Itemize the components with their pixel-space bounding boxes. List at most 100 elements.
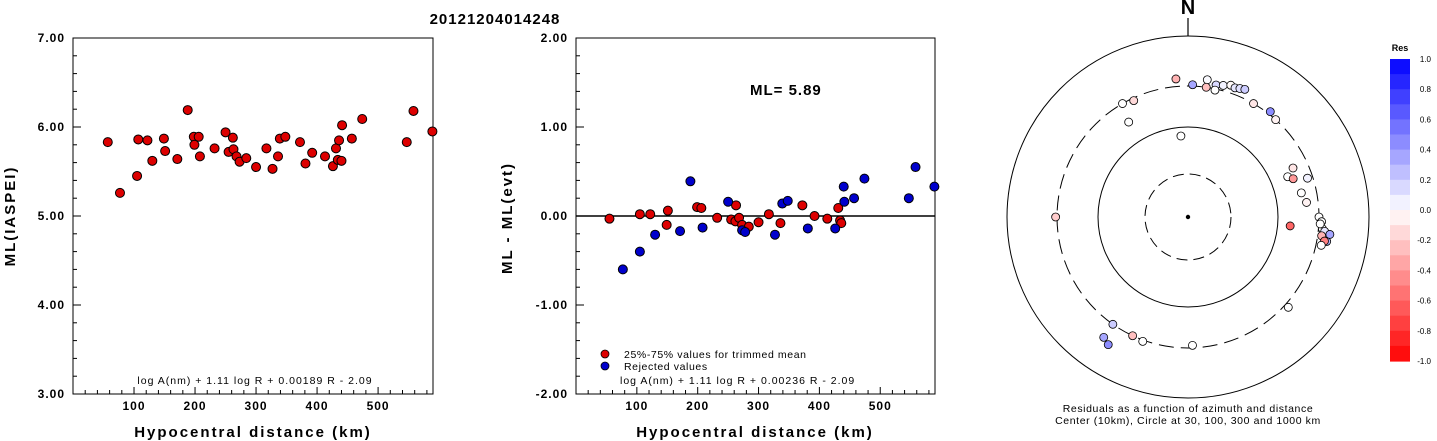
- caption-line-1: Residuals as a function of azimuth and d…: [1063, 403, 1314, 415]
- data-point: [782, 195, 793, 206]
- data-point: [769, 229, 780, 240]
- x-tick-label: 500: [367, 399, 390, 413]
- x-axis-label: Hypocentral distance (km): [134, 424, 372, 441]
- colorbar-swatch: [1390, 89, 1410, 105]
- data-point: [132, 170, 143, 181]
- data-point: [147, 155, 158, 166]
- tick-marks: [576, 37, 930, 395]
- data-point: [182, 105, 193, 116]
- colorbar-swatch: [1390, 330, 1410, 347]
- data-point: [859, 173, 870, 184]
- data-point: [645, 209, 656, 220]
- colorbar-tick-label: 0.6: [1420, 115, 1432, 124]
- colorbar-tick-labels: 1.0 0.8 0.6 0.4 0.2 0.0 -0.2 -0.4 -0.6 -0.8 -1.0: [1417, 55, 1431, 366]
- data-point: [797, 200, 808, 211]
- legend: 25%-75% values for trimmed mean Rejected…: [600, 349, 806, 373]
- colorbar-swatch: [1390, 285, 1410, 302]
- data-point: [267, 163, 278, 174]
- data-points: [604, 162, 940, 275]
- data-point: [320, 151, 330, 162]
- station-marker: [1325, 230, 1335, 239]
- data-point: [160, 146, 171, 157]
- data-point: [723, 196, 734, 207]
- x-tick-label: 100: [123, 399, 146, 413]
- ring-30km: [1144, 173, 1232, 261]
- station-markers: [1051, 74, 1335, 350]
- data-point: [227, 132, 238, 143]
- data-point: [336, 155, 347, 166]
- station-marker: [1128, 331, 1138, 341]
- data-points: [102, 105, 438, 198]
- data-point: [273, 151, 284, 162]
- data-point: [401, 137, 412, 148]
- data-point: [251, 162, 262, 173]
- colorbar-swatch: [1390, 149, 1410, 166]
- data-point: [617, 264, 628, 275]
- data-point: [142, 135, 153, 146]
- station-marker: [1099, 332, 1109, 342]
- station-marker: [1210, 85, 1220, 95]
- ring-100km: [1097, 126, 1279, 308]
- data-point: [697, 222, 708, 233]
- station-marker: [1265, 107, 1275, 117]
- data-point: [802, 223, 813, 234]
- data-point: [849, 193, 860, 204]
- data-point: [209, 143, 220, 154]
- y-axis-label: ML - ML(evt): [499, 162, 516, 274]
- y-axis-label: ML(IASPEI): [2, 166, 19, 267]
- colorbar-tick-label: 0.2: [1420, 176, 1432, 185]
- colorbar-swatch: [1390, 240, 1410, 256]
- station-marker: [1303, 173, 1312, 183]
- azimuth-residual-panel: N Residuals as a function of azimuth and…: [1006, 0, 1370, 427]
- legend-label-rejected: Rejected values: [624, 361, 708, 373]
- station-marker: [1103, 340, 1113, 350]
- data-point: [822, 213, 833, 224]
- y-tick-labels: 3.00 4.00 5.00 6.00 7.00: [38, 31, 65, 401]
- colorbar-tick-label: -0.2: [1417, 236, 1431, 245]
- y-tick-label: 2.00: [541, 31, 568, 45]
- north-label: N: [1181, 0, 1195, 19]
- colorbar-swatch: [1390, 255, 1410, 271]
- colorbar-swatch: [1390, 300, 1410, 317]
- colorbar-tick-label: 1.0: [1420, 55, 1432, 64]
- data-point: [650, 229, 661, 240]
- x-tick-label: 200: [184, 399, 207, 413]
- station-marker: [1201, 82, 1211, 92]
- data-point: [337, 120, 348, 131]
- colorbar-swatch: [1390, 210, 1410, 226]
- data-point: [189, 139, 200, 150]
- colorbar-tick-label: -0.8: [1417, 327, 1431, 336]
- y-tick-label: 6.00: [38, 120, 65, 134]
- figure-title: 20121204014248: [430, 11, 561, 28]
- data-point: [194, 151, 205, 162]
- data-point: [408, 105, 419, 116]
- data-point: [294, 137, 305, 148]
- x-tick-label: 300: [245, 399, 268, 413]
- data-point: [661, 219, 672, 230]
- x-tick-label: 200: [686, 399, 709, 413]
- ml-iaspei-panel: 100 200 300 400 500 3.00 4.00 5.00 6.00 7.00 Hyp…: [2, 31, 438, 441]
- data-point: [696, 202, 707, 213]
- data-point: [346, 133, 357, 144]
- data-point: [838, 181, 849, 192]
- station-marker: [1240, 84, 1250, 94]
- data-point: [833, 202, 844, 213]
- colorbar-swatches: [1390, 59, 1410, 362]
- colorbar-swatch: [1390, 134, 1410, 151]
- ml-residual-panel: 100 200 300 400 500 -2.00 -1.00 0.00 1.00 2.00 H…: [499, 31, 940, 441]
- plot-area-frame: [72, 37, 434, 395]
- colorbar-swatch: [1390, 315, 1410, 332]
- colorbar-swatch: [1390, 74, 1410, 90]
- colorbar-swatch: [1390, 345, 1410, 362]
- data-point: [133, 134, 144, 145]
- data-point: [114, 187, 125, 198]
- station-marker: [1108, 319, 1118, 329]
- colorbar-tick-label: 0.4: [1420, 146, 1432, 155]
- x-tick-label: 500: [869, 399, 892, 413]
- data-point: [357, 113, 368, 124]
- data-point: [662, 205, 673, 216]
- data-point: [261, 143, 272, 154]
- x-tick-labels: 100 200 300 400 500: [123, 399, 390, 413]
- data-point: [334, 135, 345, 146]
- colorbar-swatch: [1390, 59, 1410, 75]
